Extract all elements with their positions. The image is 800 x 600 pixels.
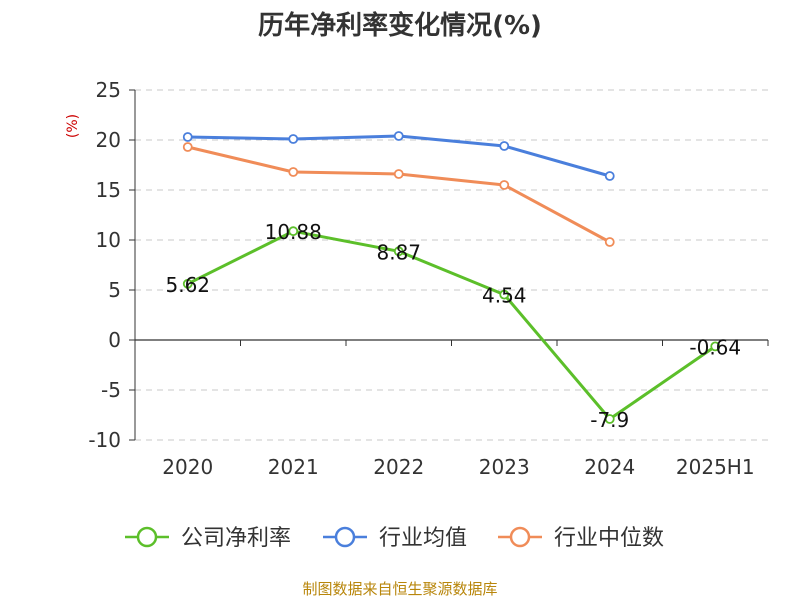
x-tick-label: 2022 [373,455,424,479]
data-point[interactable] [288,226,299,237]
data-point[interactable] [288,167,299,177]
data-label: 8.87 [376,240,421,264]
x-tick-label: 2020 [162,455,213,479]
data-label: 4.54 [482,284,527,308]
x-tick-label: 2023 [479,455,530,479]
source-note: 制图数据来自恒生聚源数据库 [302,580,497,598]
y-tick-label: 5 [108,278,121,302]
data-label: -0.64 [689,335,741,359]
y-tick-label: 15 [96,178,121,202]
data-label: 5.62 [165,273,210,297]
legend-label[interactable]: 行业中位数 [554,526,664,551]
x-tick-label: 2024 [584,455,635,479]
data-point[interactable] [604,171,615,181]
y-axis-label: (%) [65,114,81,138]
data-labels: 5.62 10.88 8.87 4.54 -7.9 -0.64 [165,220,741,432]
y-tick-label: 25 [96,78,121,102]
x-axis: 2020 2021 2022 2023 2024 2025H1 [134,339,769,479]
data-point[interactable] [710,341,721,352]
data-point[interactable] [182,278,193,289]
data-point[interactable] [182,132,193,142]
data-point[interactable] [604,237,615,247]
y-tick-label: 10 [96,228,121,252]
data-point[interactable] [499,180,510,190]
legend-label[interactable]: 行业均值 [379,526,467,551]
data-point[interactable] [393,246,404,257]
legend-swatch-marker [136,526,158,548]
data-label: 10.88 [265,220,322,244]
legend-label[interactable]: 公司净利率 [181,526,291,551]
x-tick-label: 2021 [268,455,319,479]
data-point[interactable] [499,289,510,300]
data-label: -7.9 [590,408,629,432]
x-tick-label: 2025H1 [676,455,755,479]
data-point[interactable] [182,142,193,152]
y-tick-label: -5 [101,378,121,402]
data-point[interactable] [288,134,299,144]
series-line [187,145,611,244]
series-line [187,229,717,421]
y-tick-label: -10 [88,428,121,452]
data-point[interactable] [393,169,404,179]
y-tick-label: 0 [108,328,121,352]
chart-title: 历年净利率变化情况(%) [258,10,542,41]
y-tick-label: 20 [96,128,121,152]
legend-swatch-marker [509,526,531,548]
series-group [182,131,721,424]
legend-swatch-marker [334,526,356,548]
legend[interactable]: 公司净利率 行业均值 行业中位数 [125,526,664,551]
data-point[interactable] [604,414,615,424]
data-point[interactable] [393,131,404,141]
y-axis: 25 20 15 10 5 0 -5 -10 [88,78,136,452]
data-point[interactable] [499,141,510,151]
